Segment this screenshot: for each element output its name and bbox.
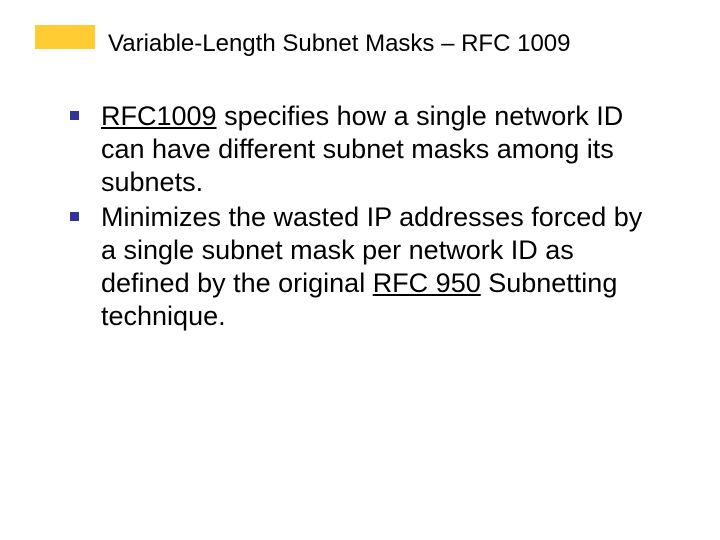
square-bullet-icon	[70, 212, 79, 221]
bullet-list: RFC1009 specifies how a single network I…	[70, 100, 660, 335]
bullet-item: Minimizes the wasted IP addresses forced…	[70, 201, 660, 333]
title-wrap: Variable-Length Subnet Masks – RFC 1009	[108, 30, 698, 58]
bullet-item: RFC1009 specifies how a single network I…	[70, 100, 660, 199]
slide: Variable-Length Subnet Masks – RFC 1009 …	[0, 0, 720, 540]
bullet-text: RFC1009 specifies how a single network I…	[101, 100, 660, 199]
bullet-text: Minimizes the wasted IP addresses forced…	[101, 201, 660, 333]
slide-title: Variable-Length Subnet Masks – RFC 1009	[108, 30, 698, 58]
square-bullet-icon	[70, 111, 79, 120]
accent-block	[35, 25, 95, 49]
